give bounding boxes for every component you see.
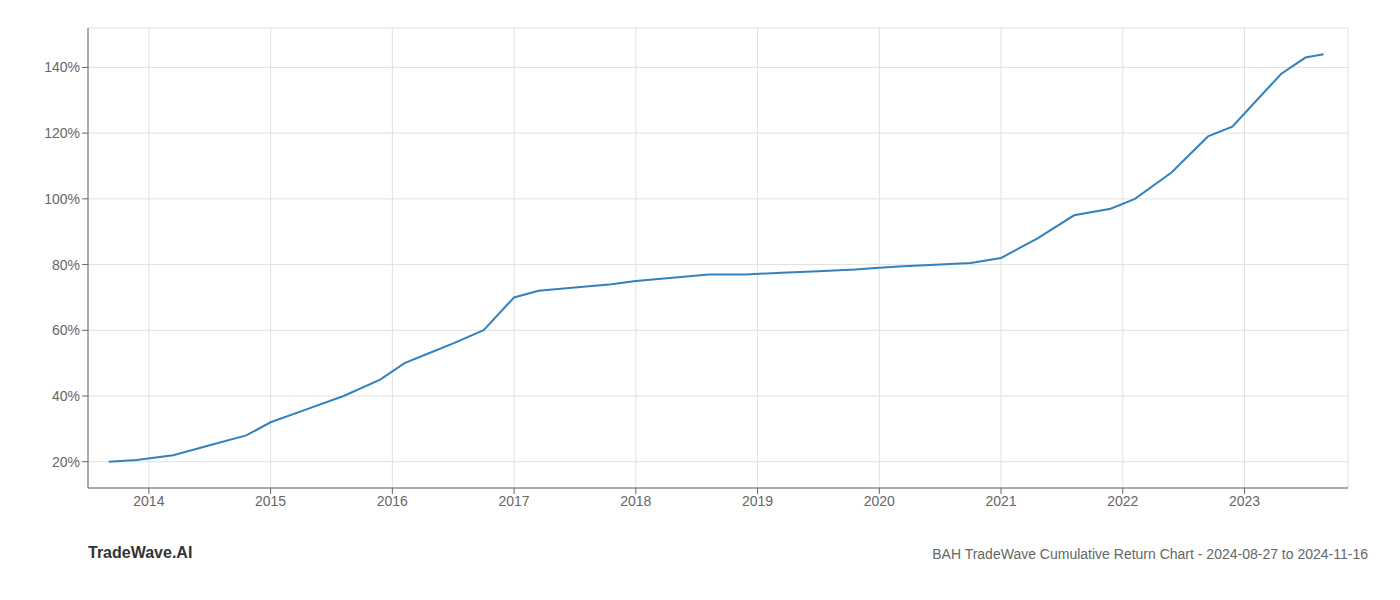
svg-text:2020: 2020 — [864, 493, 895, 509]
svg-text:40%: 40% — [52, 388, 80, 404]
svg-text:2021: 2021 — [985, 493, 1016, 509]
svg-text:100%: 100% — [44, 191, 80, 207]
svg-text:2022: 2022 — [1107, 493, 1138, 509]
svg-text:60%: 60% — [52, 322, 80, 338]
svg-text:2017: 2017 — [499, 493, 530, 509]
html-text:TradeWave.AI: TradeWave.AI — [88, 544, 193, 561]
svg-text:140%: 140% — [44, 59, 80, 75]
html-text:BAH TradeWave Cumulative Retur: BAH TradeWave Cumulative Return Chart - … — [932, 546, 1368, 562]
svg-text:20%: 20% — [52, 454, 80, 470]
svg-text:2019: 2019 — [742, 493, 773, 509]
svg-text:2023: 2023 — [1229, 493, 1260, 509]
svg-text:80%: 80% — [52, 257, 80, 273]
svg-text:2016: 2016 — [377, 493, 408, 509]
svg-text:120%: 120% — [44, 125, 80, 141]
svg-text:2018: 2018 — [620, 493, 651, 509]
svg-text:2015: 2015 — [255, 493, 286, 509]
svg-text:2014: 2014 — [133, 493, 164, 509]
